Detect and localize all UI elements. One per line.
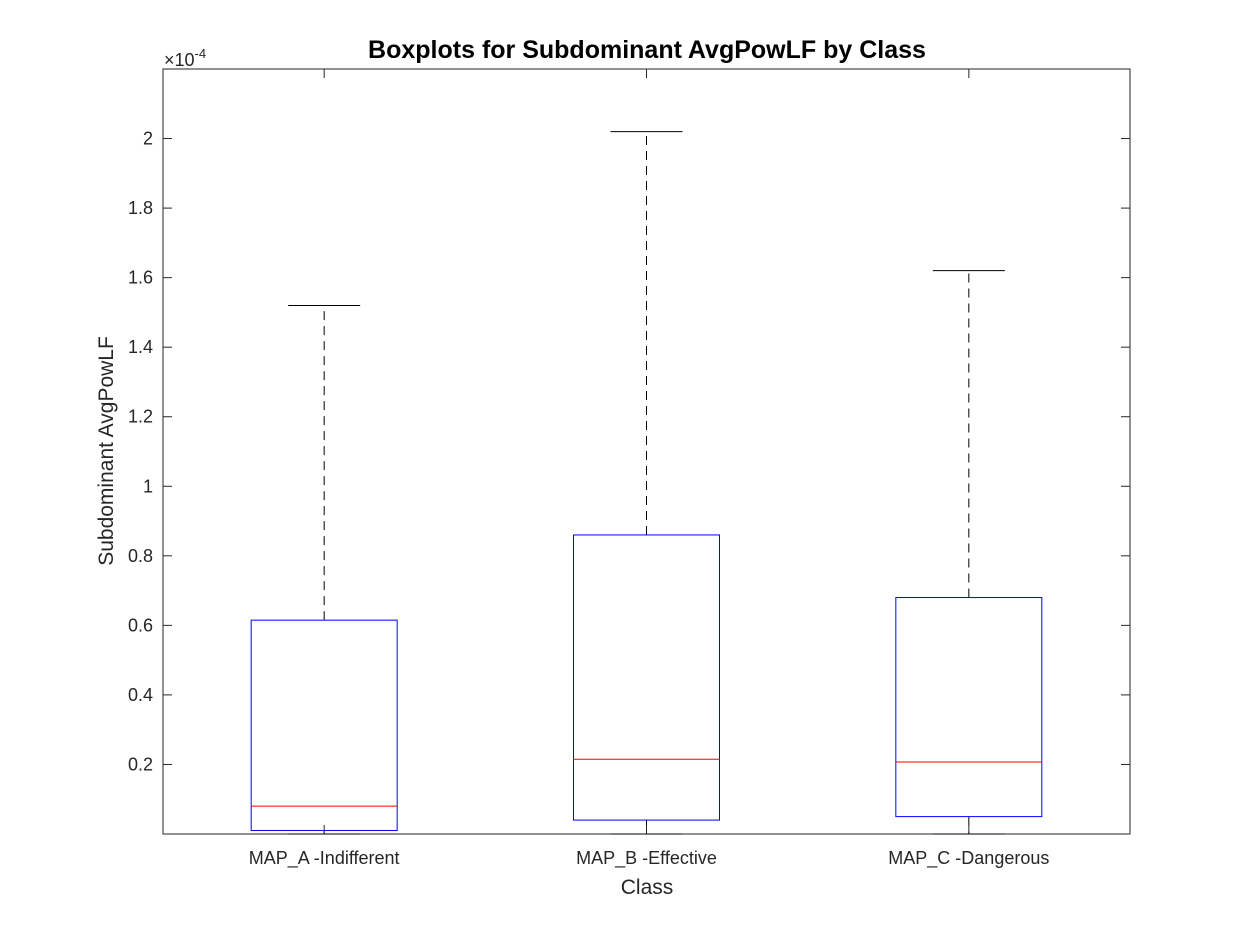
y-tick-label: 2 bbox=[143, 129, 153, 149]
x-axis-tick-labels: MAP_A -Indifferent MAP_B -Effective MAP_C … bbox=[249, 69, 1049, 869]
x-tick-label: MAP_C -Dangerous bbox=[888, 848, 1049, 869]
y-tick-label: 0.6 bbox=[128, 615, 153, 635]
interquartile-box bbox=[573, 534, 720, 821]
boxes bbox=[250, 131, 1043, 835]
y-tick-label: 1.2 bbox=[128, 407, 153, 427]
y-tick-label: 0.8 bbox=[128, 546, 153, 566]
box-1 bbox=[250, 304, 398, 835]
x-axis-label: Class bbox=[621, 876, 674, 899]
y-tick-label: 1.8 bbox=[128, 198, 153, 218]
x-tick-label: MAP_B -Effective bbox=[576, 848, 717, 869]
y-axis-multiplier: ×10-4 bbox=[164, 46, 206, 70]
y-multiplier-exponent: -4 bbox=[195, 46, 207, 61]
y-tick-label: 0.4 bbox=[128, 685, 153, 705]
box-2 bbox=[573, 131, 720, 835]
y-multiplier-base: ×10 bbox=[164, 50, 195, 70]
x-tick-label: MAP_A -Indifferent bbox=[249, 848, 400, 869]
y-tick-label: 0.2 bbox=[128, 754, 153, 774]
chart-title: Boxplots for Subdominant AvgPowLF by Cla… bbox=[368, 36, 926, 64]
y-axis-ticks: 0.2 0.4 0.6 0.8 1 1.2 1.4 1.6 1.8 2 bbox=[128, 129, 1130, 774]
y-axis-label: Subdominant AvgPowLF bbox=[95, 336, 118, 566]
y-tick-label: 1.4 bbox=[128, 337, 153, 357]
y-tick-label: 1 bbox=[143, 476, 153, 496]
interquartile-box bbox=[250, 619, 398, 832]
interquartile-box bbox=[895, 597, 1043, 818]
box-3 bbox=[895, 270, 1043, 835]
y-tick-label: 1.6 bbox=[128, 268, 153, 288]
